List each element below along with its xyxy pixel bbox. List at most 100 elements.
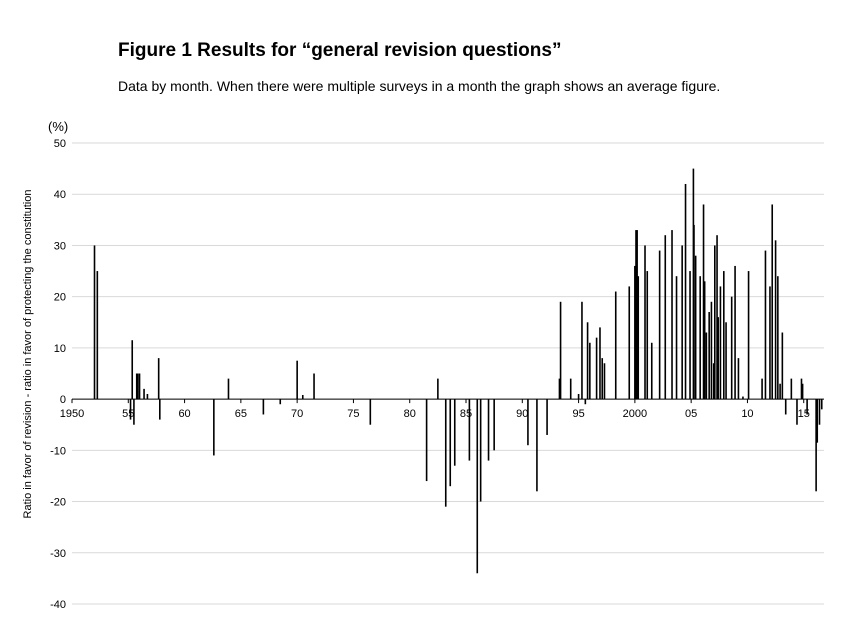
bar xyxy=(133,399,135,425)
bar xyxy=(159,399,161,420)
bar xyxy=(742,396,744,400)
bar xyxy=(577,393,580,400)
bar xyxy=(296,360,298,400)
x-tick-label: 2000 xyxy=(623,408,647,420)
bar xyxy=(468,399,471,461)
y-tick-label: 20 xyxy=(54,292,66,304)
y-axis-unit: (%) xyxy=(48,119,68,134)
bar xyxy=(801,383,804,400)
bar xyxy=(487,399,490,461)
bar xyxy=(425,399,428,482)
y-tick-label: -10 xyxy=(50,445,66,457)
bar xyxy=(227,378,230,400)
bar xyxy=(764,250,767,400)
bar xyxy=(536,399,538,492)
bar xyxy=(771,204,774,400)
bar xyxy=(157,358,160,400)
x-tick-label: 70 xyxy=(291,408,303,420)
bar xyxy=(725,322,727,400)
bar xyxy=(635,230,637,400)
bar xyxy=(710,301,713,400)
y-tick-label: 40 xyxy=(54,189,66,201)
bar xyxy=(636,230,638,400)
bar xyxy=(702,204,705,400)
bar xyxy=(719,286,722,400)
bar xyxy=(129,399,132,420)
bar xyxy=(737,358,740,400)
bar xyxy=(601,358,604,400)
y-tick-label: -30 xyxy=(50,548,66,560)
y-tick-label: -20 xyxy=(50,497,66,509)
bar xyxy=(769,286,771,400)
bar xyxy=(135,373,138,400)
x-tick-label: 65 xyxy=(235,408,247,420)
bars xyxy=(93,168,823,574)
bar xyxy=(146,393,149,400)
bar xyxy=(699,276,701,400)
bar xyxy=(581,301,583,400)
bar xyxy=(779,383,781,400)
bar xyxy=(595,337,598,400)
bar xyxy=(586,322,589,400)
x-axis-ticks: 1950 55 60 65 70 75 80 85 90 95 2000 05 10 15 xyxy=(60,399,810,420)
bar xyxy=(628,286,631,400)
bar xyxy=(644,245,646,400)
bar xyxy=(723,271,725,400)
bar xyxy=(675,276,678,400)
bar xyxy=(650,342,653,400)
y-axis-label: Ratio in favor of revision - ratio in fa… xyxy=(22,190,34,519)
bar xyxy=(716,235,718,400)
y-tick-label: 0 xyxy=(60,394,66,406)
bar xyxy=(301,395,304,400)
bar xyxy=(569,378,572,400)
bar xyxy=(313,373,315,400)
bar xyxy=(479,399,482,502)
bar xyxy=(138,373,141,400)
bar xyxy=(806,399,808,415)
bar xyxy=(137,373,139,400)
chart-title: Figure 1 Results for “general revision q… xyxy=(118,40,562,61)
bar xyxy=(681,245,683,400)
bar xyxy=(584,399,587,405)
y-axis-ticks: 50 40 30 20 10 0 -10 -20 -30 -40 xyxy=(50,138,66,611)
bar xyxy=(717,317,719,400)
bar xyxy=(559,301,562,400)
bar xyxy=(637,276,640,400)
x-tick-label: 15 xyxy=(798,408,810,420)
bar xyxy=(476,399,479,574)
bar xyxy=(777,276,779,400)
bar xyxy=(693,224,695,400)
chart-subtitle: Data by month. When there were multiple … xyxy=(118,78,721,94)
bar xyxy=(634,265,636,400)
bar xyxy=(815,399,817,492)
bar xyxy=(796,399,798,425)
bar xyxy=(449,399,452,487)
bar xyxy=(131,340,134,400)
y-tick-label: 50 xyxy=(54,138,66,150)
bar xyxy=(781,332,784,400)
bar xyxy=(143,388,145,400)
bar xyxy=(703,281,706,400)
bar xyxy=(589,342,591,400)
bar xyxy=(774,240,777,400)
bar xyxy=(820,399,823,410)
bar xyxy=(705,332,708,400)
bar xyxy=(453,399,456,466)
x-tick-label: 75 xyxy=(347,408,359,420)
bar xyxy=(527,399,529,446)
bar xyxy=(818,399,821,425)
bar xyxy=(603,363,606,400)
bar xyxy=(790,378,793,400)
y-tick-label: 10 xyxy=(54,343,66,355)
bar xyxy=(96,271,99,400)
x-tick-label: 95 xyxy=(572,408,584,420)
x-tick-label: 85 xyxy=(460,408,472,420)
x-tick-label: 90 xyxy=(516,408,528,420)
x-tick-label: 60 xyxy=(178,408,190,420)
x-tick-label: 05 xyxy=(685,408,697,420)
bar xyxy=(558,378,561,400)
bar xyxy=(369,399,372,425)
bar xyxy=(747,271,750,400)
bar xyxy=(800,378,803,400)
